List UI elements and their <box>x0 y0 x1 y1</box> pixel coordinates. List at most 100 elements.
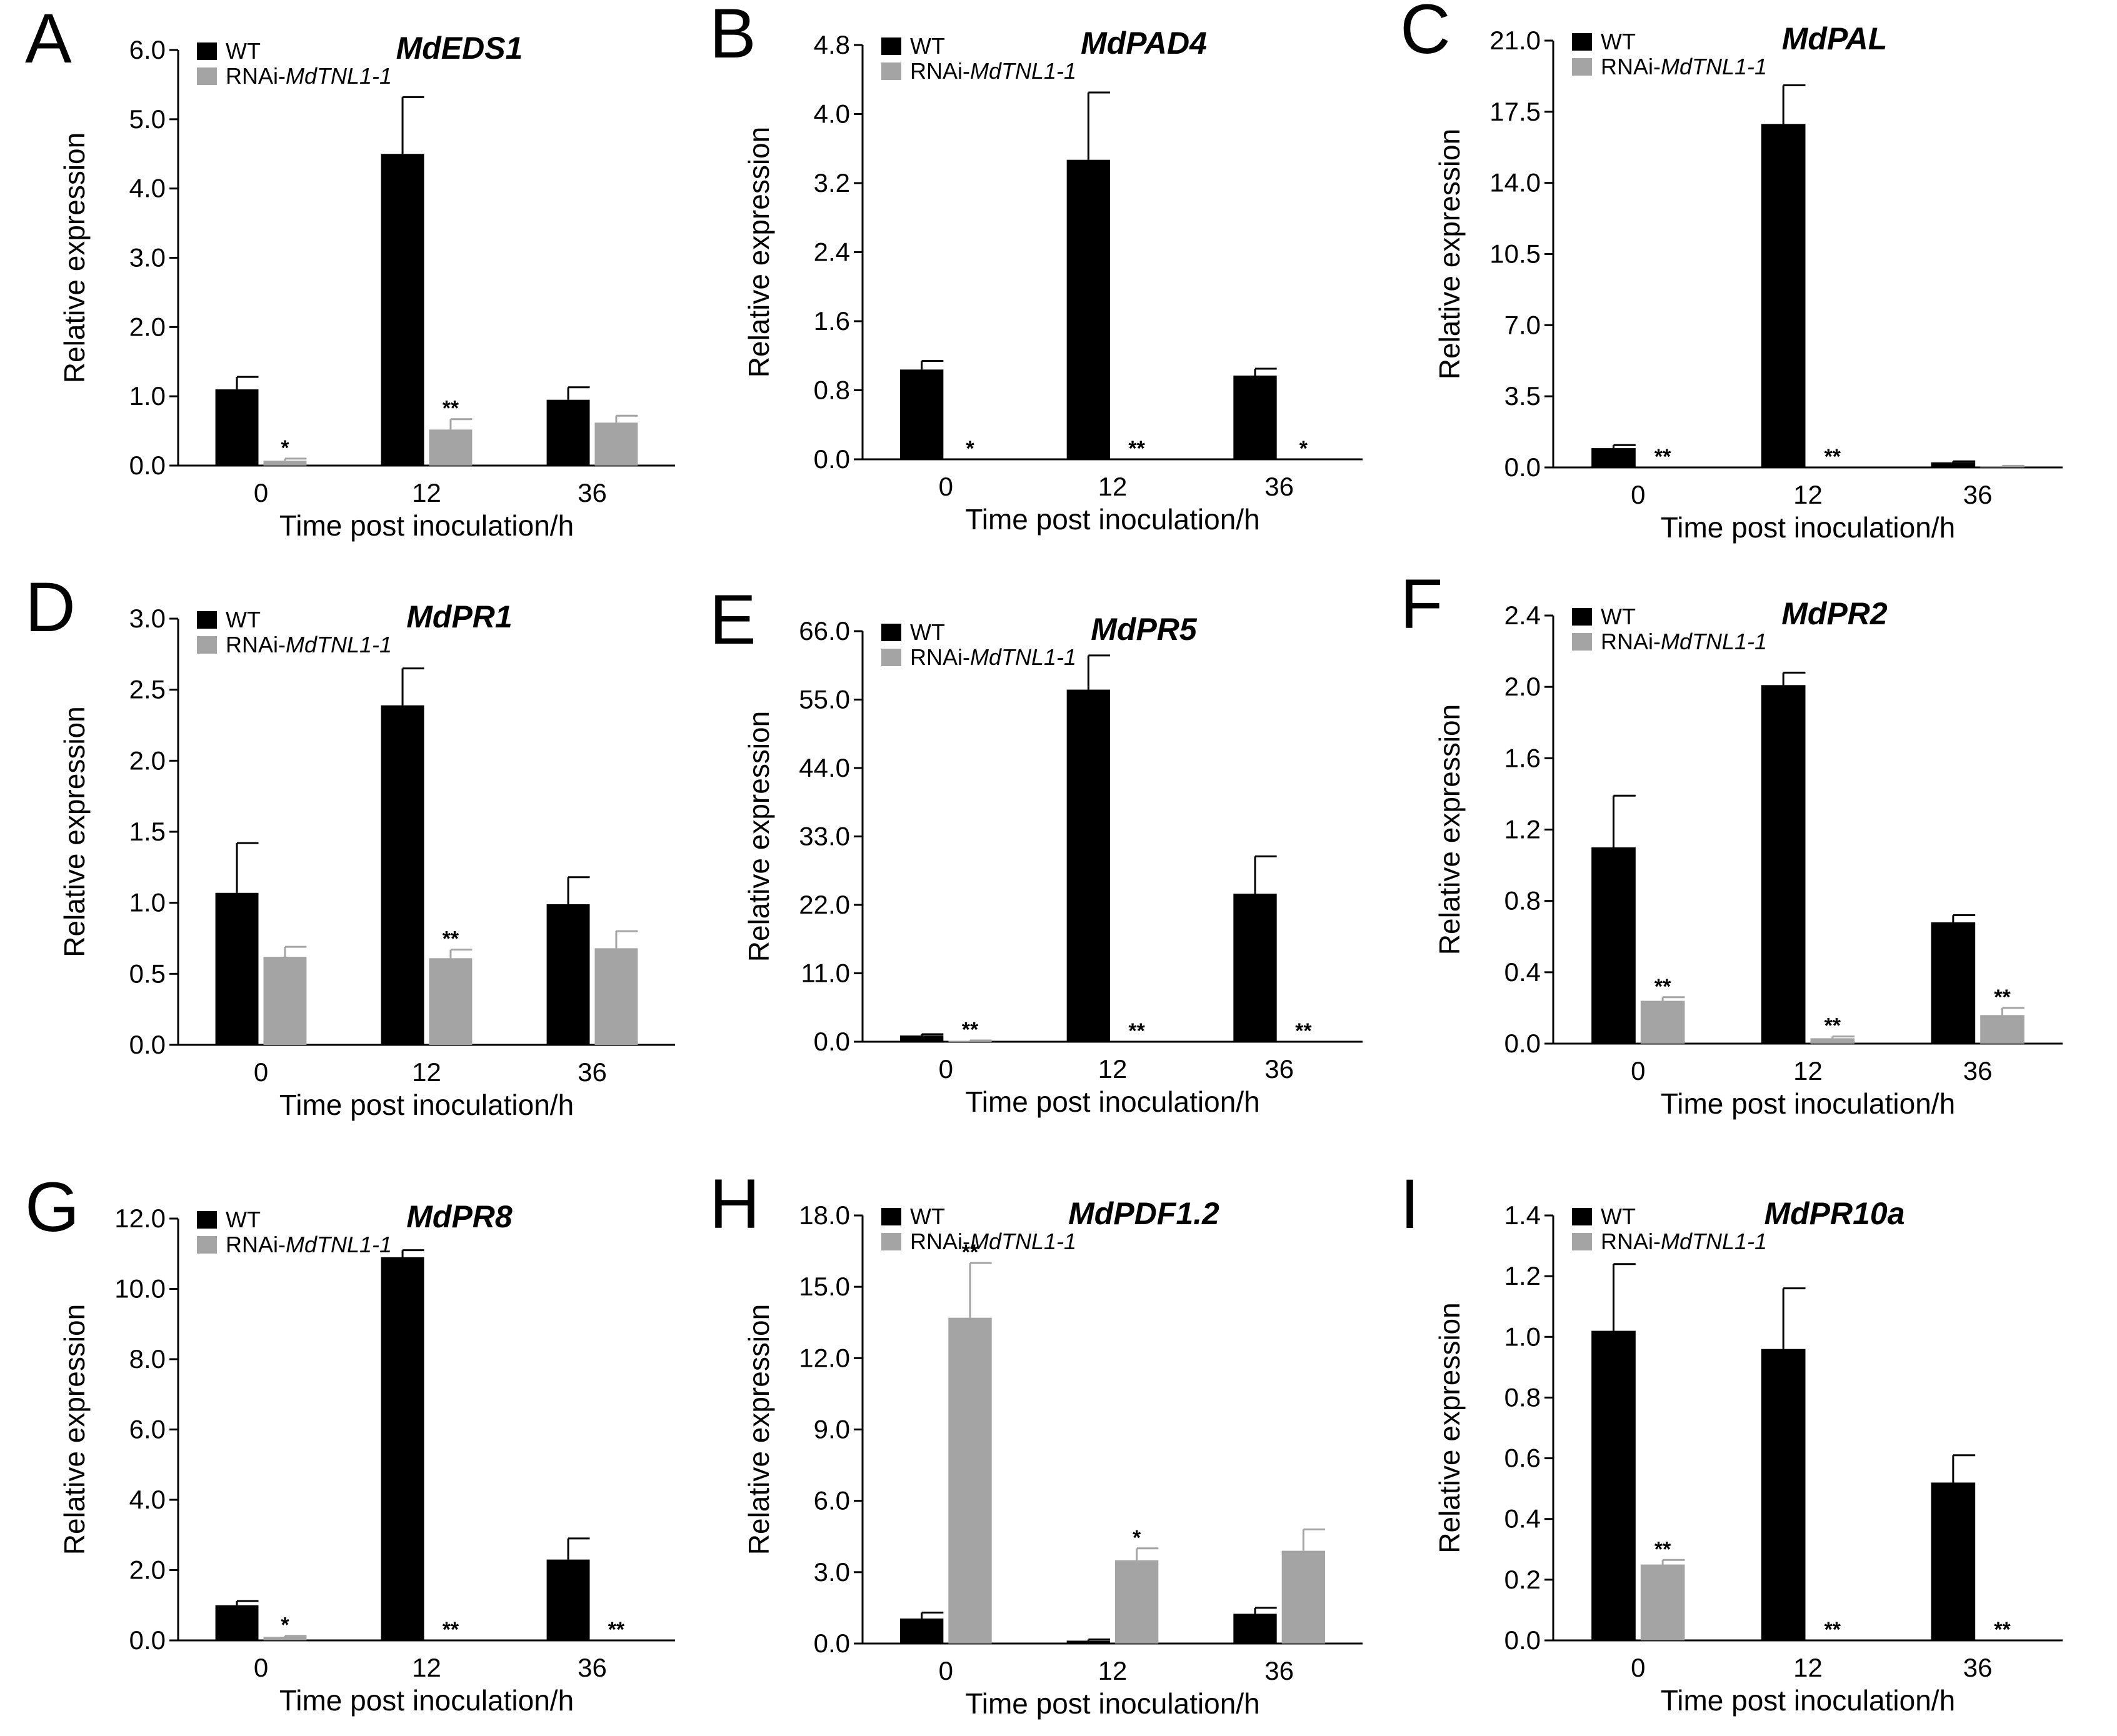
y-tick-label: 4.0 <box>814 99 850 129</box>
x-tick-label: 0 <box>939 1054 953 1084</box>
x-tick-label: 36 <box>1264 1054 1294 1084</box>
y-tick-label: 0.0 <box>814 1629 850 1658</box>
y-tick-label: 22.0 <box>799 890 850 919</box>
panel-letter: A <box>25 0 72 77</box>
bar-wt <box>1233 1614 1277 1644</box>
bar-wt <box>1931 462 1976 467</box>
legend-swatch-rnai <box>881 62 901 80</box>
y-tick-label: 2.0 <box>1504 672 1541 701</box>
significance-mark: ** <box>1654 975 1671 999</box>
y-tick-label: 18.0 <box>799 1200 850 1230</box>
legend-label-wt: WT <box>1601 1204 1636 1229</box>
legend-swatch-wt <box>197 42 217 60</box>
y-tick-label: 17.5 <box>1489 97 1541 126</box>
y-tick-label: 1.2 <box>1504 815 1541 844</box>
panel-h: H 0.0 3.0 6.0 9.0 12.0 15.0 18.0 Relative expres… <box>709 1165 1363 1720</box>
bar-rnai <box>429 429 473 466</box>
bar-rnai <box>429 958 473 1045</box>
x-tick-label: 0 <box>939 1656 953 1685</box>
y-tick-label: 2.5 <box>129 675 166 704</box>
x-tick-label: 0 <box>254 1057 268 1087</box>
bar-wt <box>381 154 424 466</box>
significance-mark: ** <box>1824 1618 1841 1642</box>
legend-swatch-rnai <box>1572 58 1592 76</box>
legend-label-wt: WT <box>226 607 261 632</box>
panel-letter: E <box>709 581 756 659</box>
x-tick-label: 12 <box>1793 1056 1823 1085</box>
x-axis-label: Time post inoculation/h <box>279 1684 574 1717</box>
x-tick-label: 0 <box>1631 1653 1645 1682</box>
panel-letter: G <box>25 1168 79 1246</box>
bar-rnai <box>594 948 638 1045</box>
y-tick-label: 3.2 <box>814 168 850 197</box>
significance-mark: ** <box>443 397 459 421</box>
y-tick-label: 21.0 <box>1489 26 1541 55</box>
legend-label-rnai: RNAi-MdTNL1-1 <box>1601 629 1767 654</box>
legend-label-wt: WT <box>1601 29 1636 54</box>
significance-mark: ** <box>962 1018 979 1042</box>
y-tick-label: 4.0 <box>129 174 166 203</box>
gene-title: MdPR8 <box>406 1199 513 1234</box>
bar-wt <box>900 1619 944 1644</box>
bar-rnai <box>263 1637 307 1640</box>
legend-label-wt: WT <box>226 38 261 64</box>
bar-wt <box>1931 1482 1976 1640</box>
y-tick-label: 4.0 <box>129 1485 166 1514</box>
y-tick-label: 0.6 <box>1504 1444 1541 1473</box>
x-axis-label: Time post inoculation/h <box>1661 1684 1955 1717</box>
gene-title: MdPDF1.2 <box>1068 1196 1219 1231</box>
y-axis-label: Relative expression <box>1433 1302 1466 1553</box>
y-axis-label: Relative expression <box>743 127 775 377</box>
y-tick-label: 10.5 <box>1489 239 1541 269</box>
x-tick-label: 12 <box>412 478 441 507</box>
bar-rnai <box>1980 466 2024 467</box>
y-tick-label: 0.0 <box>1504 1625 1541 1655</box>
x-tick-label: 36 <box>1963 1056 1993 1085</box>
panel-letter: H <box>709 1165 760 1243</box>
x-tick-label: 12 <box>1793 480 1823 509</box>
bar-wt <box>546 399 590 466</box>
y-tick-label: 4.8 <box>814 30 850 59</box>
y-tick-label: 3.0 <box>129 243 166 272</box>
bar-wt <box>1233 894 1277 1042</box>
legend-swatch-wt <box>881 1208 901 1225</box>
bar-wt <box>1233 376 1277 459</box>
legend-swatch-wt <box>881 37 901 55</box>
legend-swatch-rnai <box>197 1236 217 1254</box>
x-axis-label: Time post inoculation/h <box>965 1085 1259 1118</box>
y-tick-label: 8.0 <box>129 1344 166 1374</box>
bar-wt <box>546 904 590 1045</box>
x-tick-label: 12 <box>1098 1054 1128 1084</box>
bar-rnai <box>1281 1550 1325 1644</box>
y-tick-label: 44.0 <box>799 753 850 782</box>
bar-wt <box>381 1257 424 1640</box>
legend-swatch-wt <box>1572 33 1592 51</box>
y-axis-label: Relative expression <box>1433 704 1466 955</box>
panel-letter: F <box>1400 565 1443 643</box>
bar-wt <box>1761 124 1806 467</box>
y-tick-label: 0.8 <box>1504 1382 1541 1412</box>
panel-f: F 0.0 0.4 0.8 1.2 1.6 2.0 2.4 Relative expressio… <box>1400 565 2063 1120</box>
y-tick-label: 3.0 <box>814 1557 850 1587</box>
gene-title: MdPAD4 <box>1081 26 1207 61</box>
bar-wt <box>1066 689 1110 1042</box>
legend-label-rnai: RNAi-MdTNL1-1 <box>226 632 392 657</box>
x-axis-label: Time post inoculation/h <box>1661 1087 1955 1120</box>
y-tick-label: 2.0 <box>129 746 166 775</box>
bar-wt <box>1066 159 1110 460</box>
panel-i: I 0.0 0.2 0.4 0.6 0.8 1.0 1.2 1.4 Relative expres… <box>1400 1165 2063 1717</box>
y-tick-label: 1.5 <box>129 817 166 846</box>
significance-mark: ** <box>608 1618 625 1642</box>
significance-mark: ** <box>962 1240 979 1264</box>
bar-rnai <box>263 957 307 1045</box>
y-tick-label: 15.0 <box>799 1272 850 1301</box>
bar-rnai <box>263 461 307 466</box>
significance-mark: * <box>281 1614 289 1637</box>
panel-g: G 0.0 2.0 4.0 6.0 8.0 10.0 12.0 Relative express… <box>25 1168 675 1717</box>
bar-rnai <box>948 1317 992 1644</box>
panel-letter: D <box>25 568 76 646</box>
bar-wt <box>1066 1640 1110 1644</box>
legend-label-rnai: RNAi-MdTNL1-1 <box>910 644 1076 670</box>
significance-mark: * <box>1299 437 1308 461</box>
